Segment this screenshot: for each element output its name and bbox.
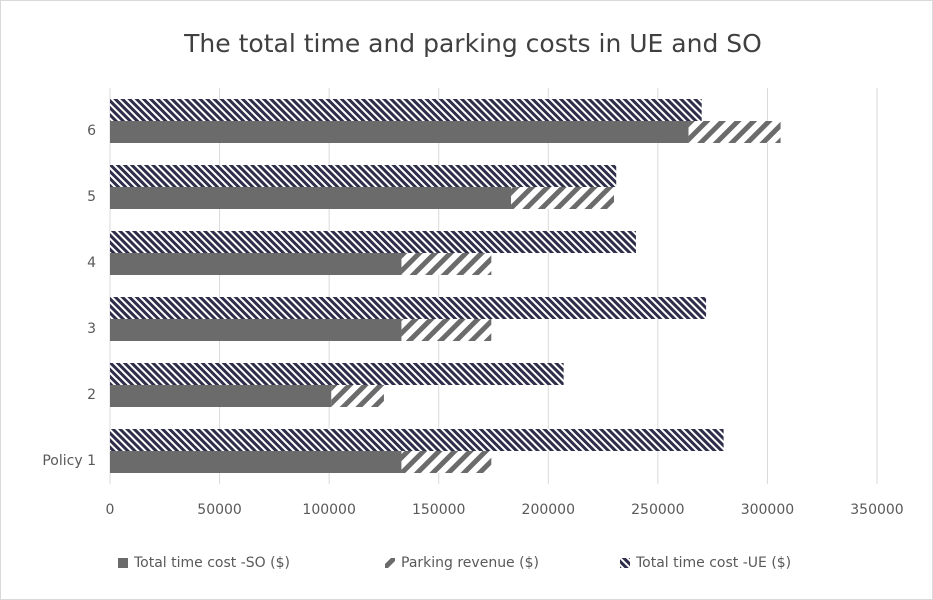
bar bbox=[110, 121, 689, 143]
x-tick-label: 50000 bbox=[197, 502, 242, 518]
y-tick-label: 6 bbox=[87, 123, 96, 139]
legend-swatch bbox=[385, 558, 395, 568]
legend-swatch bbox=[118, 558, 128, 568]
legend-label: Parking revenue ($) bbox=[401, 555, 539, 571]
legend-swatch bbox=[620, 558, 630, 568]
x-tick-label: 200000 bbox=[522, 502, 575, 518]
chart-title: The total time and parking costs in UE a… bbox=[183, 29, 762, 58]
bar bbox=[511, 187, 615, 209]
legend-label: Total time cost -UE ($) bbox=[635, 555, 791, 571]
bar bbox=[110, 231, 636, 253]
bar bbox=[110, 385, 332, 407]
bar bbox=[401, 451, 492, 473]
y-tick-label: 3 bbox=[87, 321, 96, 337]
x-tick-label: 250000 bbox=[631, 502, 684, 518]
bar bbox=[110, 165, 617, 187]
y-tick-label: 4 bbox=[87, 255, 96, 271]
bar bbox=[110, 451, 402, 473]
bar bbox=[688, 121, 781, 143]
x-tick-label: 350000 bbox=[850, 502, 903, 518]
bar bbox=[401, 253, 492, 275]
x-tick-label: 150000 bbox=[412, 502, 465, 518]
bar bbox=[110, 99, 702, 121]
x-tick-label: 0 bbox=[106, 502, 115, 518]
bar bbox=[110, 319, 402, 341]
bar bbox=[110, 363, 564, 385]
bar bbox=[401, 319, 492, 341]
y-tick-label: 2 bbox=[87, 387, 96, 403]
legend-label: Total time cost -SO ($) bbox=[133, 555, 290, 571]
y-tick-label: Policy 1 bbox=[42, 453, 96, 469]
bar bbox=[110, 253, 402, 275]
x-tick-label: 300000 bbox=[741, 502, 794, 518]
bar bbox=[110, 187, 512, 209]
bar bbox=[110, 429, 724, 451]
bar bbox=[331, 385, 384, 407]
x-tick-label: 100000 bbox=[302, 502, 355, 518]
y-tick-label: 5 bbox=[87, 189, 96, 205]
bar bbox=[110, 297, 707, 319]
